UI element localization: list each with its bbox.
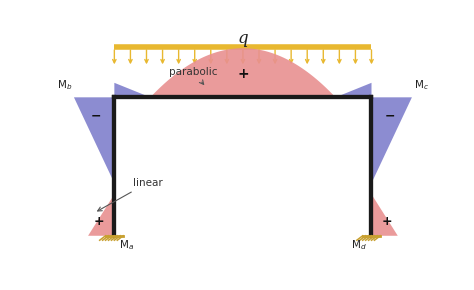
- Text: M$_c$: M$_c$: [414, 78, 428, 92]
- Text: M$_a$: M$_a$: [119, 238, 134, 252]
- Text: linear: linear: [98, 178, 163, 211]
- Polygon shape: [336, 83, 372, 97]
- Polygon shape: [150, 48, 336, 97]
- Text: +: +: [382, 215, 392, 228]
- Text: q: q: [237, 30, 248, 47]
- Polygon shape: [74, 97, 114, 183]
- Polygon shape: [372, 97, 412, 183]
- Text: −: −: [384, 110, 395, 123]
- Polygon shape: [88, 194, 114, 236]
- Text: M$_d$: M$_d$: [351, 238, 367, 252]
- Polygon shape: [372, 194, 398, 236]
- Text: +: +: [94, 215, 104, 228]
- Polygon shape: [114, 83, 150, 97]
- Text: parabolic: parabolic: [169, 67, 218, 84]
- Text: −: −: [91, 110, 101, 123]
- Text: +: +: [237, 67, 249, 81]
- Text: M$_b$: M$_b$: [57, 78, 72, 92]
